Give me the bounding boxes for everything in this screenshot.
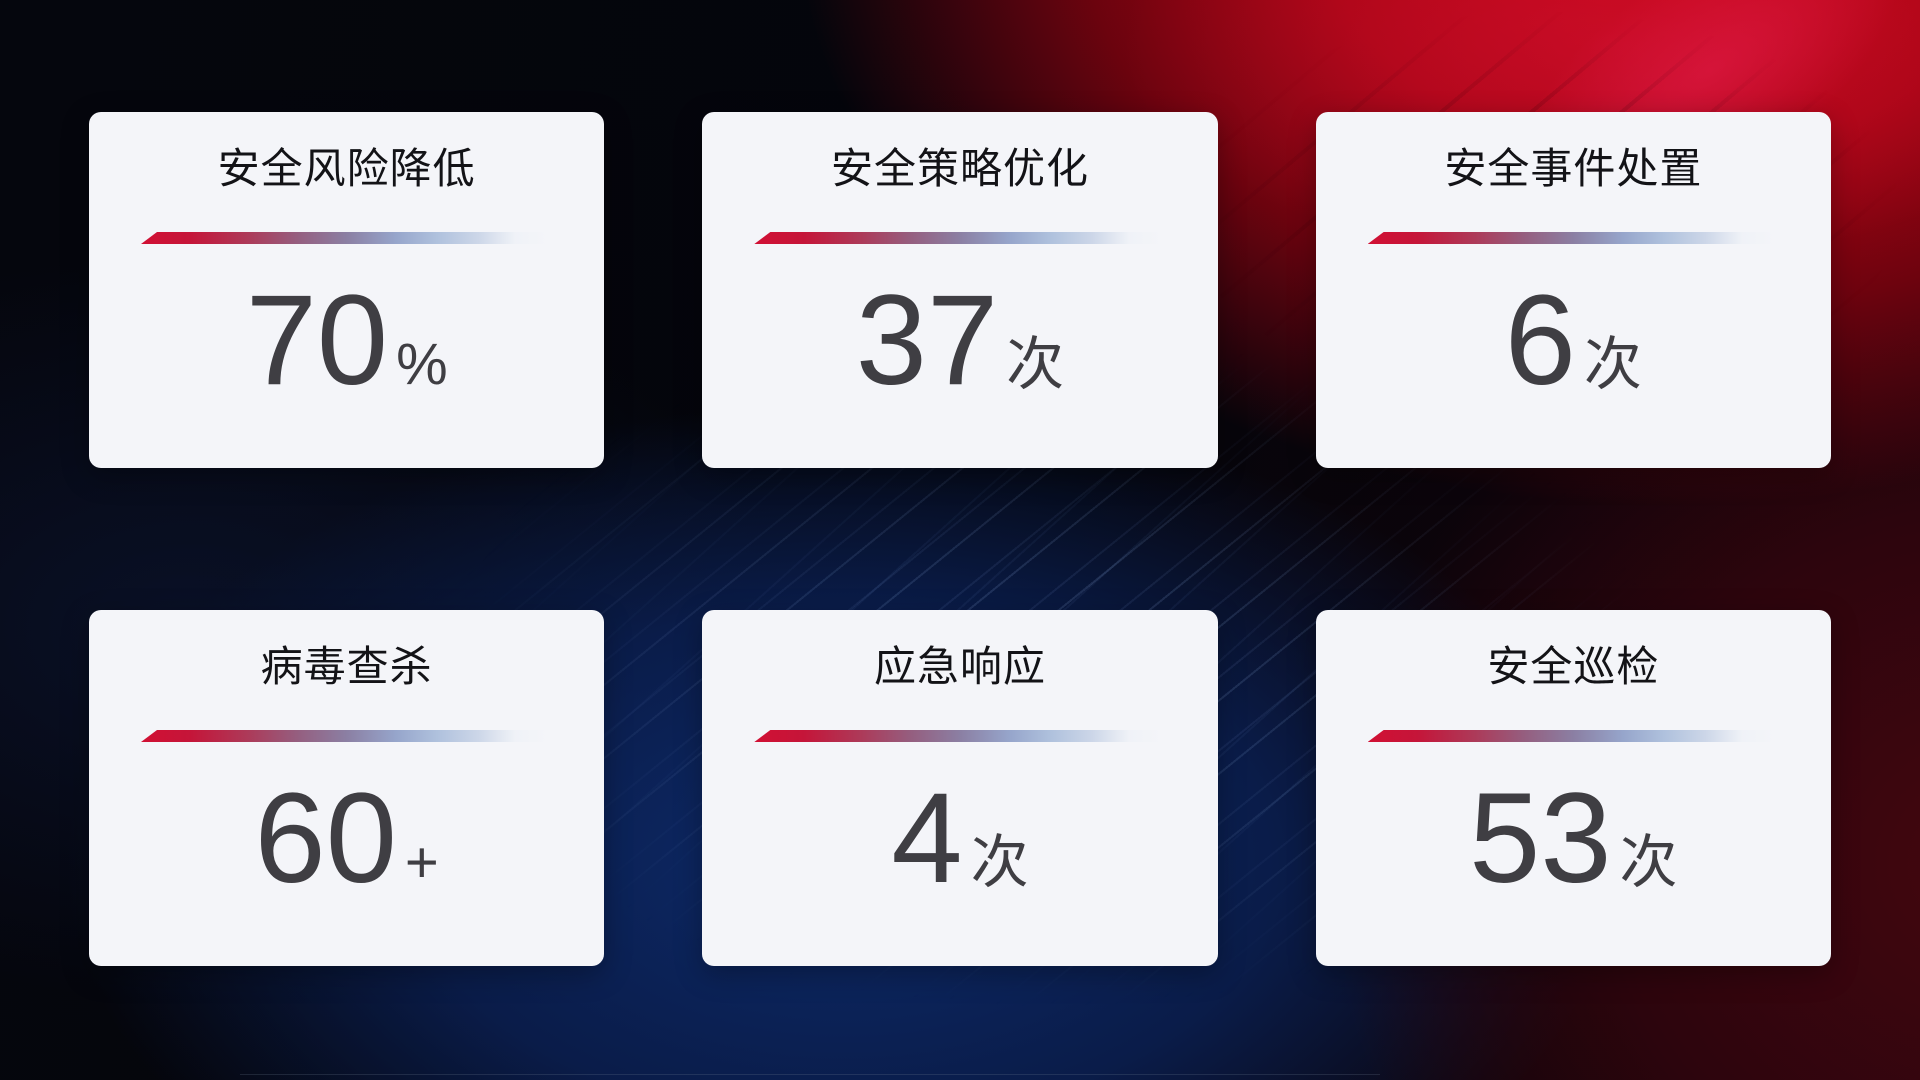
stat-card-policy-optimization: 安全策略优化 37 次 bbox=[702, 112, 1218, 468]
stat-number: 70 bbox=[245, 269, 389, 412]
stat-value-area: 4 次 bbox=[754, 738, 1165, 940]
stat-value-area: 37 次 bbox=[754, 240, 1165, 442]
stat-card-risk-reduction: 安全风险降低 70 % bbox=[89, 112, 605, 468]
gradient-divider bbox=[141, 232, 553, 244]
gradient-divider bbox=[1367, 232, 1779, 244]
stat-number: 4 bbox=[891, 767, 963, 910]
stat-value-area: 60 + bbox=[141, 738, 552, 940]
stat-number: 6 bbox=[1504, 269, 1576, 412]
stat-card-virus-scan: 病毒查杀 60 + bbox=[89, 610, 605, 966]
bottom-edge-line bbox=[240, 1074, 1380, 1075]
stat-unit: 次 bbox=[1006, 332, 1065, 397]
stat-unit: 次 bbox=[1583, 332, 1642, 397]
stat-value: 6 次 bbox=[1505, 277, 1642, 405]
stat-number: 37 bbox=[855, 269, 999, 412]
stat-card-title: 安全巡检 bbox=[1487, 643, 1660, 690]
stat-value-area: 70 % bbox=[141, 240, 552, 442]
stat-number: 60 bbox=[254, 767, 397, 910]
gradient-divider bbox=[1367, 730, 1779, 742]
stat-card-title: 安全策略优化 bbox=[830, 145, 1089, 192]
stat-number: 53 bbox=[1469, 767, 1612, 910]
stat-card-incident-handling: 安全事件处置 6 次 bbox=[1315, 112, 1831, 468]
stat-value-area: 6 次 bbox=[1368, 240, 1779, 442]
stat-value: 53 次 bbox=[1469, 775, 1677, 903]
stat-card-title: 安全事件处置 bbox=[1444, 145, 1703, 192]
stat-card-security-inspection: 安全巡检 53 次 bbox=[1315, 610, 1831, 966]
stat-value: 70 % bbox=[246, 277, 448, 405]
gradient-divider bbox=[141, 730, 553, 742]
stat-card-title: 应急响应 bbox=[873, 643, 1046, 690]
gradient-divider bbox=[754, 730, 1166, 742]
stat-card-title: 安全风险降低 bbox=[217, 145, 476, 192]
stat-unit: 次 bbox=[1619, 830, 1678, 895]
gradient-divider bbox=[754, 232, 1166, 244]
stat-card-title: 病毒查杀 bbox=[260, 643, 433, 690]
stat-unit: + bbox=[404, 830, 439, 895]
stat-value: 4 次 bbox=[891, 775, 1028, 903]
stat-value-area: 53 次 bbox=[1368, 738, 1779, 940]
stat-card-grid: 安全风险降低 70 % 安全策略优化 37 次 安全事件处置 bbox=[89, 112, 1831, 966]
stat-value: 60 + bbox=[255, 775, 439, 903]
stat-value: 37 次 bbox=[856, 277, 1064, 405]
stat-unit: % bbox=[396, 332, 448, 397]
stat-card-emergency-response: 应急响应 4 次 bbox=[702, 610, 1218, 966]
stat-unit: 次 bbox=[970, 830, 1029, 895]
